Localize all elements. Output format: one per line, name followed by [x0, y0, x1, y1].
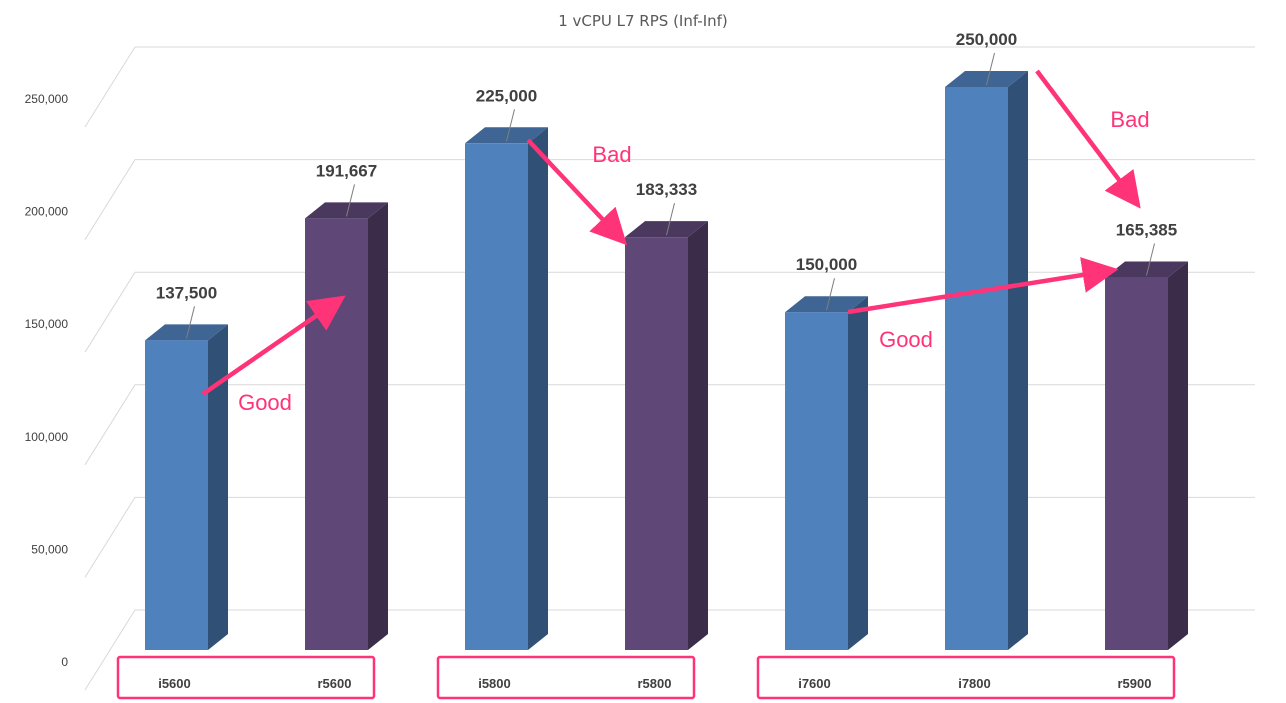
x-tick-label: i7600: [798, 676, 831, 691]
annotation-good-i5600-to-r5600: Good: [201, 295, 346, 415]
data-label: 165,385: [1116, 221, 1177, 240]
bar-top: [1105, 261, 1188, 278]
x-tick-label: r5800: [638, 676, 672, 691]
y-axis: 0 50,000 100,000 150,000 200,000 250,000: [25, 92, 69, 669]
bar-top: [465, 127, 548, 144]
grid-line: [84, 609, 1255, 691]
grid-lines: [84, 46, 1255, 691]
data-label-leader: [346, 184, 355, 217]
bar-side: [208, 324, 228, 650]
x-tick-label: r5600: [318, 676, 352, 691]
data-label-leader: [1146, 243, 1155, 276]
category-group-box: [436, 655, 696, 700]
data-label-leader: [186, 306, 195, 339]
bar-front: [785, 312, 848, 650]
bar-front: [945, 87, 1008, 650]
bar-front: [465, 143, 528, 651]
bar-side: [1008, 71, 1028, 650]
annotation-label: Bad: [592, 142, 631, 167]
data-label-leader: [666, 203, 675, 236]
bars: 137,500 191,667 225,000 183,333 150,000 250,0…: [145, 30, 1188, 651]
bar-side: [848, 296, 868, 650]
bar-i7800: 250,000: [945, 30, 1028, 650]
bar-top: [945, 71, 1028, 87]
data-label: 250,000: [956, 30, 1017, 49]
bar-r5800: 183,333: [625, 180, 708, 650]
y-tick-label: 150,000: [25, 317, 69, 331]
annotation-label: Good: [238, 390, 292, 415]
bar-top: [145, 324, 228, 341]
annotation-good-i7600-to-r5900: Good: [847, 257, 1119, 352]
bar-r5900: 165,385: [1105, 221, 1188, 650]
data-label: 150,000: [796, 255, 857, 274]
y-tick-label: 250,000: [25, 92, 69, 106]
grid-line: [84, 496, 1255, 578]
x-axis: i5600 r5600 i5800 r5800 i7600 i7800 r5900: [158, 676, 1151, 691]
annotation-bad-i5800-to-r5800: Bad: [526, 138, 632, 246]
data-label: 137,500: [156, 283, 217, 302]
grid-line: [84, 46, 1255, 128]
category-group-box: [116, 655, 376, 700]
data-label-leader: [986, 52, 995, 86]
annotations: Good Bad Good Bad: [201, 69, 1150, 415]
x-tick-label: i7800: [958, 676, 991, 691]
bar-front: [145, 340, 208, 650]
grid-line: [84, 271, 1255, 353]
y-tick-label: 0: [61, 655, 68, 669]
annotation-label: Bad: [1110, 107, 1149, 132]
bar-front: [625, 237, 688, 650]
data-label-leader: [826, 278, 835, 311]
annotation-arrow: [1035, 69, 1141, 209]
bar-i5600: 137,500: [145, 283, 228, 650]
annotation-arrow: [201, 295, 346, 396]
bar-top: [625, 221, 708, 238]
bar-i5800: 225,000: [465, 86, 548, 651]
annotation-arrow: [526, 138, 628, 246]
data-label: 191,667: [316, 161, 377, 180]
bar-side: [1168, 261, 1188, 650]
bar-side: [688, 221, 708, 650]
x-tick-label: r5900: [1118, 676, 1152, 691]
data-label: 183,333: [636, 180, 697, 199]
bar-top: [305, 202, 388, 219]
y-tick-label: 50,000: [31, 542, 68, 556]
bar-i7600: 150,000: [785, 255, 868, 650]
bar-front: [305, 218, 368, 651]
annotation-bad-i7800-to-r5900: Bad: [1035, 69, 1150, 209]
bar-top: [785, 296, 868, 313]
data-label-leader: [506, 109, 515, 142]
bar-front: [1105, 277, 1168, 650]
annotation-arrow: [847, 257, 1119, 315]
y-tick-label: 100,000: [25, 430, 69, 444]
bar-side: [368, 202, 388, 651]
chart-title: 1 vCPU L7 RPS (Inf-Inf): [558, 12, 728, 30]
category-group-boxes: [116, 655, 1176, 700]
annotation-label: Good: [879, 327, 933, 352]
bar-side: [528, 127, 548, 651]
x-tick-label: i5800: [478, 676, 511, 691]
bar-r5600: 191,667: [305, 161, 388, 651]
y-tick-label: 200,000: [25, 205, 69, 219]
data-label: 225,000: [476, 86, 537, 105]
x-tick-label: i5600: [158, 676, 191, 691]
grid-line: [84, 384, 1255, 466]
category-group-box: [756, 655, 1176, 700]
grid-line: [84, 159, 1255, 240]
